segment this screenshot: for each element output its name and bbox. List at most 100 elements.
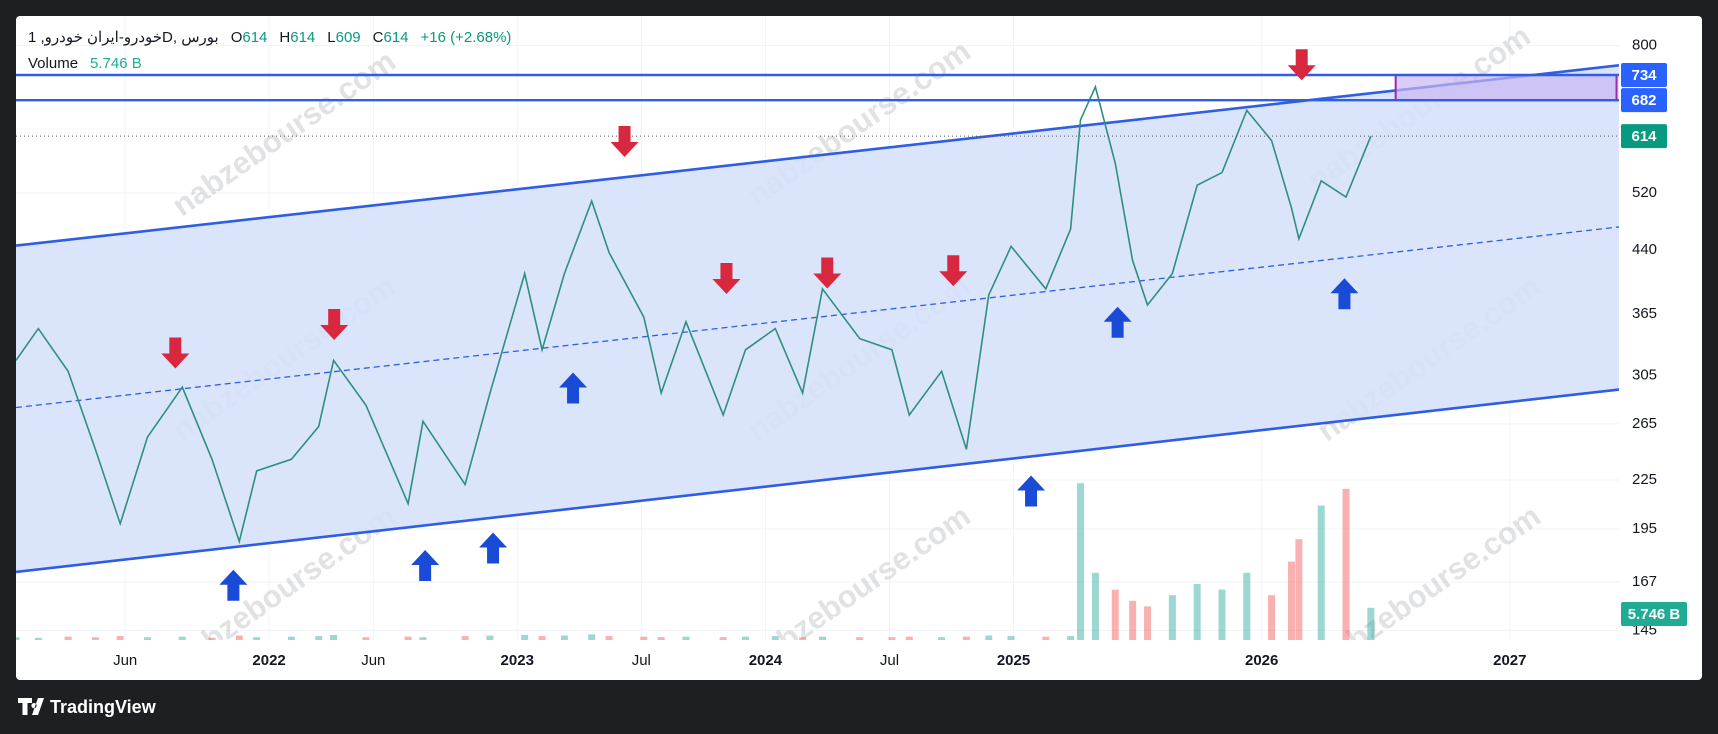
volume-bar <box>742 636 750 640</box>
volume-bar <box>640 636 648 640</box>
arrow-up <box>219 569 248 601</box>
ohlc-label: H <box>279 29 290 46</box>
volume-bar <box>1342 488 1350 640</box>
volume-bar <box>1007 636 1015 640</box>
channel-lower <box>16 388 1619 574</box>
volume-bar <box>1317 505 1325 640</box>
volume-bar <box>938 637 946 640</box>
volume-bar <box>962 636 970 640</box>
volume-bar <box>486 635 494 640</box>
volume-bar <box>538 636 546 640</box>
x-tick-label: 2027 <box>1493 652 1526 669</box>
volume-bar <box>362 637 370 640</box>
level-label-bg <box>1621 88 1667 113</box>
arrow-up <box>1103 306 1132 338</box>
x-tick-label: Jul <box>632 652 651 669</box>
ohlc-label: L <box>327 29 335 46</box>
arrow-up <box>1330 278 1359 310</box>
volume-bar <box>91 637 99 640</box>
volume-bar <box>1077 483 1085 640</box>
volume-bar <box>1144 606 1152 640</box>
y-tick-label: 195 <box>1632 520 1657 537</box>
volume-bar <box>461 636 469 640</box>
channel-upper <box>16 64 1619 247</box>
arrow-up <box>559 372 588 404</box>
volume-bar <box>1243 572 1251 640</box>
volume-bar <box>771 636 779 640</box>
volume-bar <box>985 635 993 640</box>
last-price-label: 614 <box>1631 128 1657 145</box>
volume-bar <box>315 636 323 640</box>
volume-bar <box>1168 595 1176 640</box>
volume-value: 5.746 B <box>90 55 142 72</box>
volume-bar <box>208 637 216 640</box>
ohlc-value: 614 <box>383 29 408 46</box>
arrow-down <box>939 255 968 287</box>
last-price-label-bg <box>1621 124 1667 149</box>
volume-bar <box>253 637 261 640</box>
level-label: 734 <box>1631 67 1657 84</box>
volume-bar <box>818 636 826 640</box>
volume-bar <box>560 635 568 640</box>
arrow-down <box>161 337 190 369</box>
x-tick-label: 2025 <box>997 652 1030 669</box>
x-tick-label: 2024 <box>749 652 783 669</box>
volume-bar <box>1067 636 1075 640</box>
volume-bar <box>1287 561 1295 640</box>
y-tick-label: 365 <box>1632 305 1657 322</box>
volume-bar <box>404 636 412 640</box>
volume-bar <box>605 636 613 640</box>
volume-bar <box>1042 636 1050 640</box>
volume-bar <box>588 634 596 640</box>
arrow-up <box>479 532 508 564</box>
volume-legend: Volume 5.746 B <box>28 55 142 72</box>
y-tick-label: 520 <box>1632 184 1657 201</box>
volume-bar <box>888 637 896 640</box>
arrow-down <box>712 262 741 294</box>
price-line <box>16 84 1372 545</box>
x-tick-label: Jun <box>113 652 137 669</box>
y-tick-label: 305 <box>1632 367 1657 384</box>
volume-bar <box>856 637 864 640</box>
volume-bar <box>1218 589 1226 640</box>
volume-title: Volume <box>28 55 78 72</box>
brand-logo: TradingView <box>18 697 157 717</box>
volume-badge-bg <box>1621 602 1687 626</box>
channel-mid <box>16 226 1619 409</box>
x-tick-label: 2026 <box>1245 652 1278 669</box>
legend: خودرو-ایران خودرو, 1D, بورس O614 H614 L609 C… <box>28 29 511 46</box>
arrow-down <box>320 308 349 340</box>
volume-bar <box>799 637 807 640</box>
x-tick-label: Jul <box>880 652 899 669</box>
volume-bar <box>521 634 529 640</box>
volume-bar <box>657 637 665 640</box>
volume-bar <box>287 636 295 640</box>
volume-badge: 5.746 B <box>1628 606 1681 623</box>
y-tick-label: 800 <box>1632 36 1657 53</box>
level-label-bg <box>1621 63 1667 88</box>
volume-bar <box>330 634 338 640</box>
volume-bar <box>1129 600 1137 640</box>
volume-bar <box>1367 607 1375 640</box>
arrow-down <box>813 257 842 289</box>
volume-bar <box>178 636 186 640</box>
brand-name: TradingView <box>50 697 157 717</box>
x-tick-label: 2022 <box>252 652 285 669</box>
volume-bar <box>419 637 427 640</box>
y-tick-label: 265 <box>1632 415 1657 432</box>
y-tick-label: 440 <box>1632 241 1657 258</box>
y-tick-label: 225 <box>1632 471 1657 488</box>
ohlc-value: 614 <box>242 29 267 46</box>
ohlc-label: C <box>373 29 384 46</box>
arrow-down <box>1287 49 1316 81</box>
target-zone <box>1394 74 1618 102</box>
volume-bar <box>64 636 72 640</box>
volume-bar <box>1268 595 1276 640</box>
volume-bar <box>1193 584 1201 640</box>
ohlc-value: 614 <box>290 29 315 46</box>
volume-bar <box>34 637 42 640</box>
arrow-down <box>610 126 639 158</box>
